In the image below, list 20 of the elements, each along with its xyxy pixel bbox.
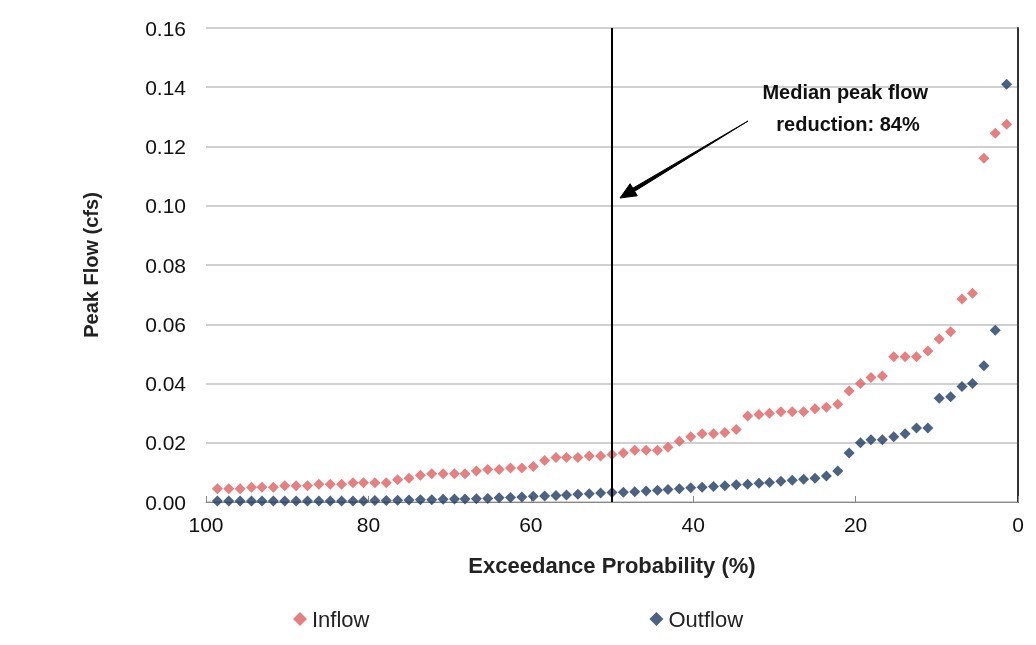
y-tick-label: 0.06: [145, 312, 186, 336]
y-tick-label: 0.12: [145, 135, 186, 158]
y-tick-label: 0.14: [145, 75, 187, 99]
x-tick-label: 100: [188, 513, 224, 536]
y-tick-label: 0.10: [145, 194, 186, 218]
y-tick-label: 0.04: [145, 372, 187, 395]
x-axis-title: Exceedance Probability (%): [468, 552, 756, 578]
legend-label: Inflow: [311, 606, 370, 632]
x-tick-label: 60: [519, 513, 543, 536]
x-tick-label: 40: [681, 513, 705, 536]
annotation: Median peak flow reduction: 84%: [762, 81, 934, 135]
y-axis-title: Peak Flow (cfs): [80, 192, 102, 338]
y-tick-label: 0.02: [145, 431, 186, 455]
legend-label: Outflow: [668, 606, 744, 632]
x-tick-label: 20: [843, 513, 868, 536]
y-tick-label: 0.16: [145, 16, 186, 40]
x-tick-label: 0: [1012, 513, 1024, 536]
y-tick-label: 0.00: [145, 490, 186, 514]
y-tick-label: 0.08: [145, 253, 186, 277]
x-tick-label: 80: [356, 513, 381, 536]
